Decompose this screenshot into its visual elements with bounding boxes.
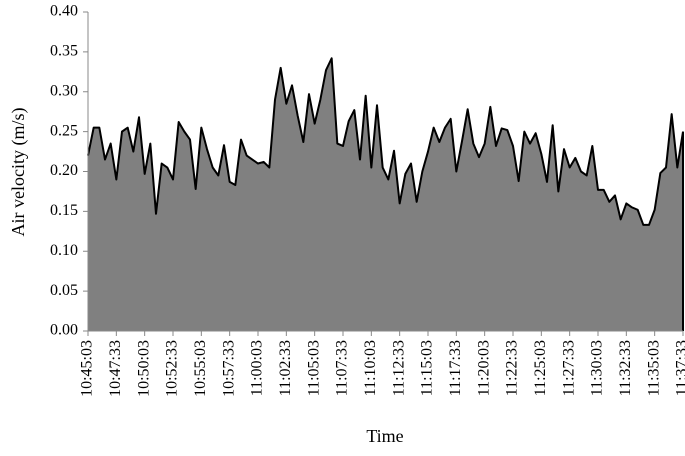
y-tick-label: 0.40	[50, 3, 78, 20]
x-tick-label: 11:00:03	[249, 340, 266, 396]
x-tick-label: 11:12:33	[390, 340, 407, 396]
y-tick-label: 0.00	[50, 322, 78, 339]
x-tick-label: 11:22:33	[504, 340, 521, 396]
x-tick-label: 10:57:33	[220, 340, 237, 397]
x-tick-label: 11:07:33	[334, 340, 351, 396]
x-tick-label: 11:17:33	[447, 340, 464, 396]
y-tick-label: 0.25	[50, 122, 78, 139]
y-tick-label: 0.15	[50, 202, 78, 219]
x-tick-label: 11:05:03	[305, 340, 322, 396]
y-tick-label: 0.20	[50, 162, 78, 179]
x-tick-label: 10:47:33	[107, 340, 124, 397]
x-tick-label: 11:32:33	[617, 340, 634, 396]
line	[87, 57, 684, 226]
x-tick-label: 11:02:33	[277, 340, 294, 396]
y-tick-label: 0.05	[50, 282, 78, 299]
x-tick-label: 11:27:33	[560, 340, 577, 396]
x-tick-label: 11:15:03	[419, 340, 436, 396]
x-tick-label: 10:50:03	[135, 340, 152, 397]
x-tick-label: 11:30:03	[589, 340, 606, 396]
area	[88, 58, 683, 331]
x-tick-label: 10:55:03	[192, 340, 209, 397]
x-tick-label: 11:20:03	[475, 340, 492, 396]
y-tick-label: 0.10	[50, 242, 78, 259]
x-axis-title: Time	[366, 426, 403, 446]
y-axis-title: Air velocity (m/s)	[8, 108, 29, 237]
x-tick-label: 11:37:33	[674, 340, 685, 396]
x-tick-label: 11:10:03	[362, 340, 379, 396]
y-tick-label: 0.35	[50, 43, 78, 60]
y-tick-label: 0.30	[50, 82, 78, 99]
x-tick-label: 10:45:03	[79, 340, 96, 397]
x-tick-label: 11:25:03	[532, 340, 549, 396]
x-tick-label: 11:35:03	[645, 340, 662, 396]
x-tick-label: 10:52:33	[164, 340, 181, 397]
